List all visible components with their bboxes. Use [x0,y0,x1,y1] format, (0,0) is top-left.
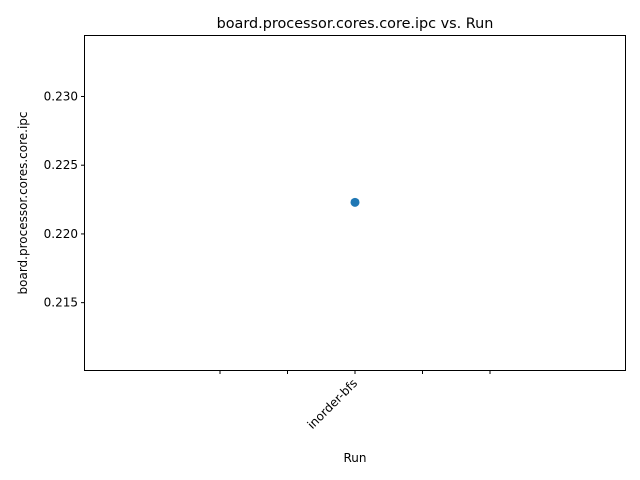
plot-area-frame [84,35,626,371]
chart-title: board.processor.cores.core.ipc vs. Run [217,16,494,32]
y-tick-label: 0.215 [44,296,78,310]
data-point [350,197,360,207]
y-axis-ticks: 0.215 0.220 0.225 0.230 [44,89,85,310]
y-tick-label: 0.220 [44,227,78,241]
y-tick-label: 0.225 [44,158,78,172]
data-points [350,197,360,207]
x-axis-label: Run [343,451,366,465]
y-tick-label: 0.230 [44,89,78,103]
y-axis-label: board.processor.cores.core.ipc [16,112,30,295]
